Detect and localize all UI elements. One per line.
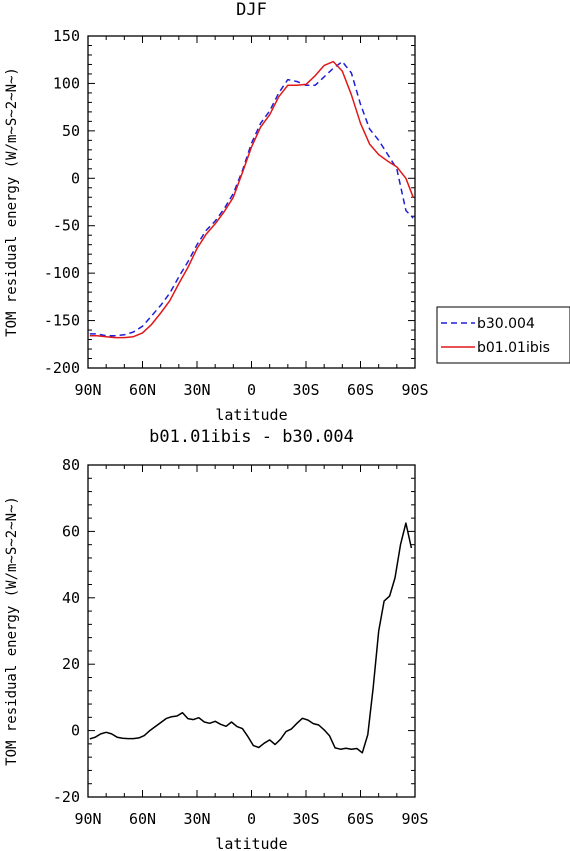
x-tick-label: 60S [347, 381, 374, 399]
y-tick-label: -20 [53, 788, 80, 806]
chart-title: b01.01ibis - b30.004 [149, 427, 354, 447]
x-tick-label: 90S [401, 381, 428, 399]
x-tick-label: 30N [183, 810, 210, 828]
x-tick-label: 30S [292, 381, 319, 399]
plot-frame [87, 464, 416, 798]
y-tick-label: -200 [44, 359, 80, 377]
x-tick-label: 60S [347, 810, 374, 828]
y-tick-label: 100 [53, 74, 80, 92]
chart-title: DJF [236, 0, 267, 20]
chart-panel-1: DJF 90N 60N 30N 0 30S 60S 90S -200 -150 -100 -50 0 50… [4, 0, 570, 424]
y-tick-label: 0 [71, 722, 80, 740]
x-tick-label: 60N [129, 810, 156, 828]
x-axis-label: latitude [215, 406, 287, 424]
y-tick-label: -100 [44, 264, 80, 282]
chart-panel-2: b01.01ibis - b30.004 90N 60N 30N 0 30S 60S 90S -… [4, 427, 429, 851]
legend-entry: b30.004 [477, 316, 535, 332]
x-tick-label: 0 [247, 381, 256, 399]
series-line-difference [89, 522, 413, 754]
y-tick-label: 60 [62, 522, 80, 540]
y-tick-label: 50 [62, 122, 80, 140]
y-tick-label: -150 [44, 312, 80, 330]
y-tick-label: 0 [71, 169, 80, 187]
x-axis-label: latitude [215, 835, 287, 851]
legend: b30.004 b01.01ibis [436, 306, 570, 364]
y-axis-label: TOM residual energy (W/m~S~2~N~) [4, 496, 20, 766]
y-tick-label: 80 [62, 456, 80, 474]
x-tick-label: 30N [183, 381, 210, 399]
legend-box [436, 306, 570, 364]
x-tick-label: 60N [129, 381, 156, 399]
x-tick-label: 90S [401, 810, 428, 828]
x-tick-label: 90N [74, 810, 101, 828]
x-tick-label: 0 [247, 810, 256, 828]
y-tick-label: 150 [53, 27, 80, 45]
series-line-b30.004 [89, 60, 414, 337]
plot-frame [87, 35, 416, 369]
x-tick-label: 90N [74, 381, 101, 399]
y-axis-label: TOM residual energy (W/m~S~2~N~) [4, 67, 20, 337]
y-tick-label: 40 [62, 589, 80, 607]
x-tick-label: 30S [292, 810, 319, 828]
series-line-b01.01ibis [89, 60, 414, 339]
legend-entry: b01.01ibis [477, 340, 550, 356]
y-tick-label: -50 [53, 217, 80, 235]
y-tick-label: 20 [62, 655, 80, 673]
